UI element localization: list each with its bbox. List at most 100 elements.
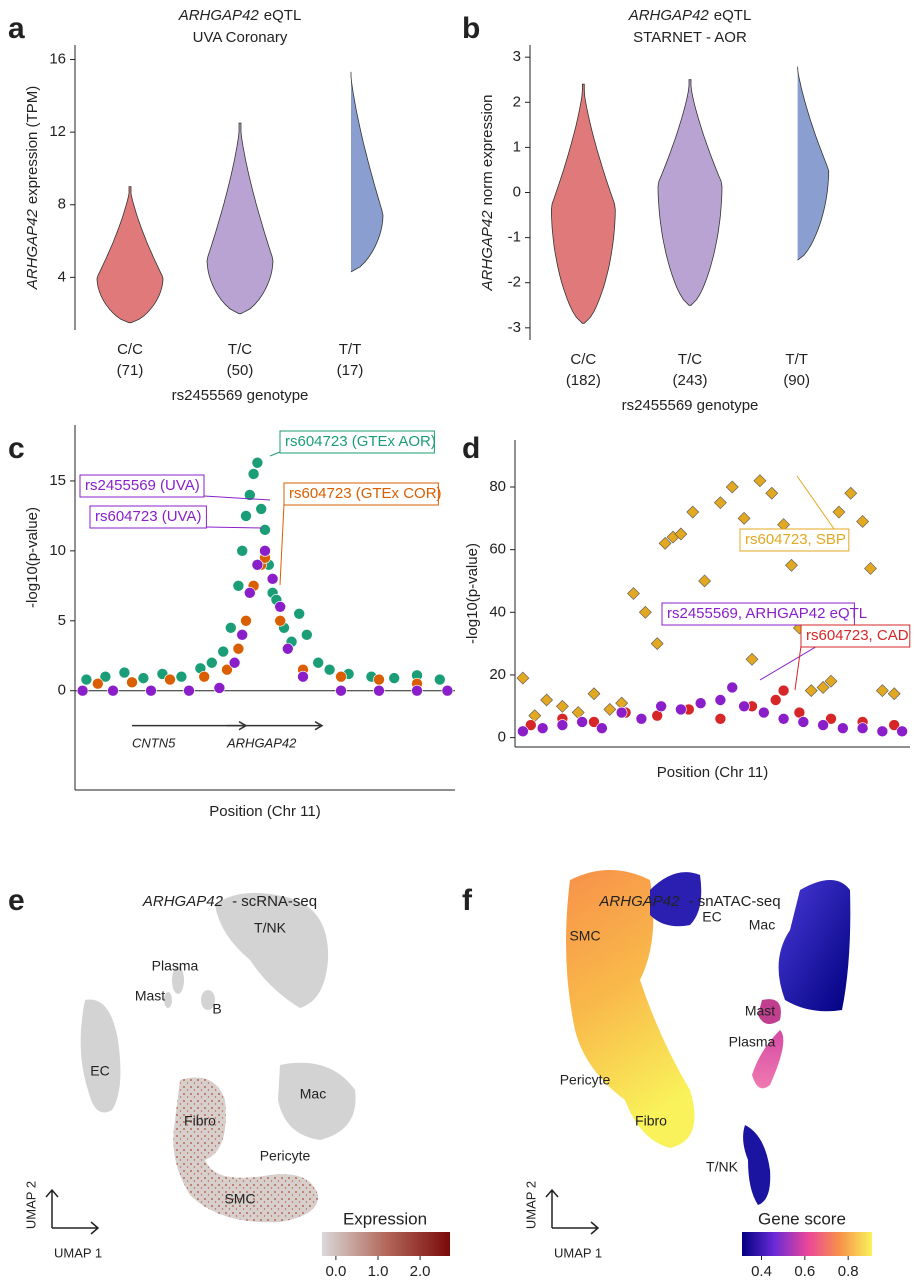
y-axis-label-italic: ARHGAP42 [479,210,496,292]
panel-letter: d [462,432,480,465]
point [517,725,529,738]
cluster-label: Plasma [729,1034,776,1050]
point [335,670,347,683]
y-tick-label: -1 [508,229,521,246]
x-tick-label: T/C [678,351,702,368]
point [213,682,226,694]
point [713,496,727,510]
point [655,700,667,713]
y-tick-label: 0 [498,729,506,746]
chart-title-italic: ARHGAP42 [142,893,224,910]
x-axis-label: rs2455569 genotype [172,387,309,404]
x-tick-label: C/C [117,341,143,358]
umap-x-label: UMAP 1 [554,1245,602,1260]
point [274,601,287,613]
colorbar-tick-label: 1.0 [368,1263,389,1280]
chart-subtitle: STARNET - AOR [633,29,747,46]
point [825,713,837,725]
umap-y-label: UMAP 2 [23,1181,38,1229]
point [650,637,664,651]
y-tick-label: 4 [58,268,66,285]
point [777,713,790,725]
point [832,505,846,519]
point [753,474,767,488]
chart-title-rest: - snATAC-seq [684,893,780,910]
colorbar-tick-label: 0.4 [751,1263,772,1280]
annotation: rs2455569, ARHGAP42 eQTL [667,605,867,622]
x-tick-label: T/T [339,341,362,358]
cluster-label: B [212,1001,221,1017]
umap-x-label: UMAP 1 [54,1245,102,1260]
point [232,580,245,592]
point [816,681,830,694]
gene-label: CNTN5 [132,735,176,750]
violin [350,71,384,273]
point [244,489,256,501]
point [516,671,530,685]
point [698,574,712,588]
y-tick-label: 5 [58,612,66,629]
point [817,719,829,731]
point [587,687,601,701]
point [297,670,309,683]
point [293,607,306,620]
point [785,558,798,572]
point [856,722,869,735]
x-axis-label: rs2455569 genotype [622,397,759,414]
y-axis-label-italic: ARHGAP42 [24,209,41,291]
violin [550,83,616,324]
gene-label: ARHGAP42 [226,735,297,750]
point [118,666,131,679]
y-tick-label: 80 [489,478,506,495]
point [251,456,264,469]
y-axis-label: ARHGAP42 expression (TPM) [24,86,41,290]
point [259,545,271,557]
violin [657,79,723,306]
point [137,672,150,684]
x-axis-label: Position (Chr 11) [209,803,320,820]
point [92,677,104,690]
point [240,614,252,627]
y-tick-label: 20 [489,666,506,683]
cluster-label: Mast [745,1003,775,1019]
point [627,587,640,600]
x-count-label: (17) [337,362,364,379]
annotation-box [283,482,439,506]
point [576,716,588,728]
point [255,503,268,515]
point [737,511,751,525]
y-tick-label: 12 [49,123,66,140]
annotation-box [279,430,435,454]
cluster-label: EC [90,1063,109,1079]
point [824,674,838,688]
point [896,725,908,738]
point [300,628,313,641]
point [236,545,248,557]
point [107,684,119,697]
point [228,656,241,669]
point [686,505,700,519]
point [145,684,157,697]
point [714,713,727,725]
chart-title-italic: ARHGAP42 [598,893,680,910]
annotation-box [79,474,205,498]
chart-title-rest: eQTL [264,7,302,24]
annotation-box [89,505,207,529]
cluster-label: Fibro [184,1113,216,1129]
point [725,480,739,494]
x-tick-label: C/C [570,351,596,368]
point [80,673,93,686]
point [244,587,256,599]
point [674,527,688,541]
umap-arrows [45,1188,600,1235]
colorbar-title: Expression [343,1209,427,1228]
annotation: rs604723 (UVA) [95,508,201,525]
point [588,716,600,728]
point [714,694,727,706]
leader-line [206,526,263,529]
x-count-label: (50) [227,362,254,379]
point [615,706,628,719]
point [837,722,849,735]
y-axis-label-rest: norm expression [479,95,496,206]
